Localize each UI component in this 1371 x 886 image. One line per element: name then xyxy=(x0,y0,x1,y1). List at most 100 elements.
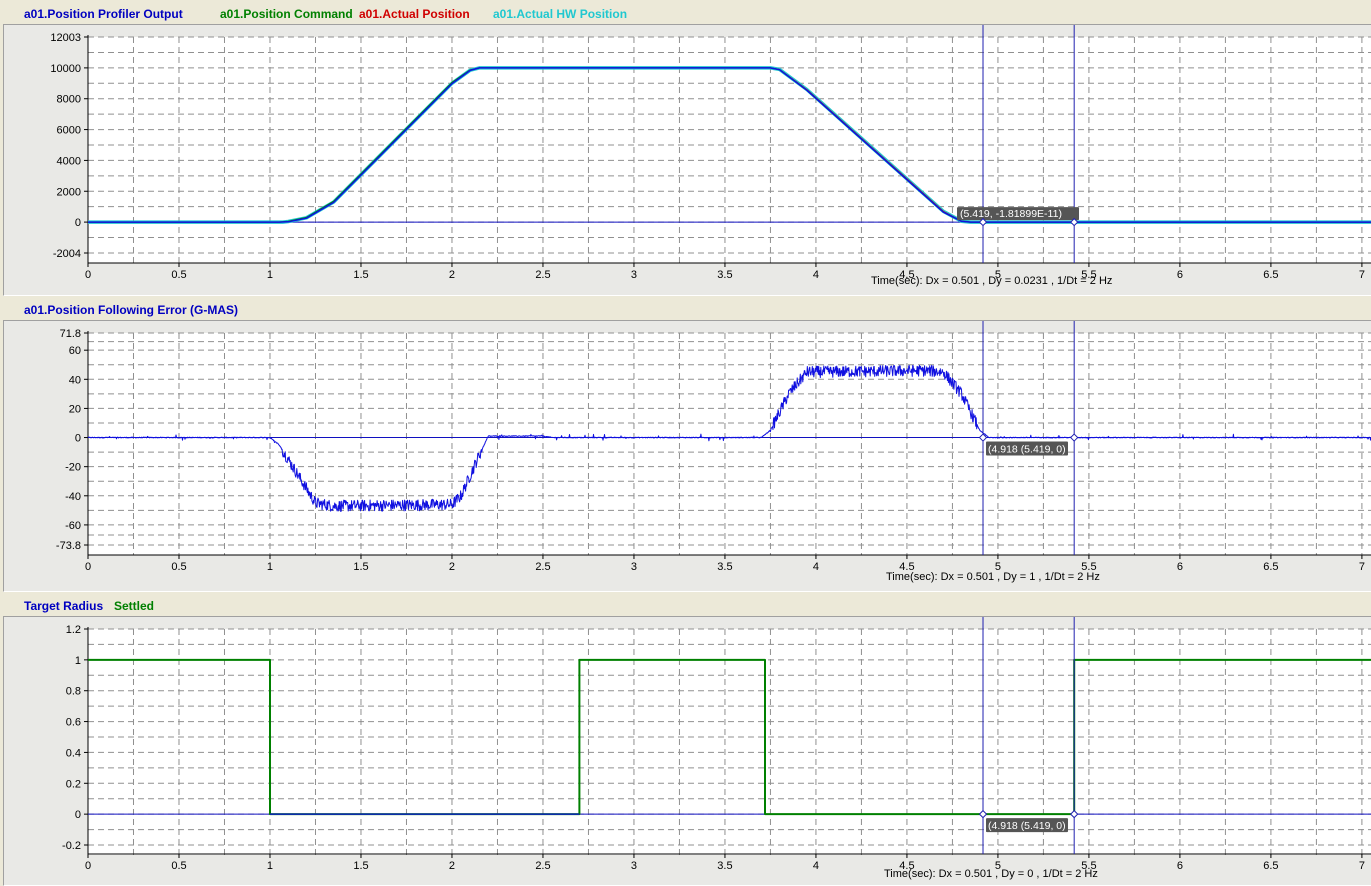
x-tick-label: 6 xyxy=(1177,561,1183,573)
x-tick-label: 1.5 xyxy=(353,269,368,281)
cursor-marker xyxy=(1069,433,1079,442)
y-tick-label: 40 xyxy=(69,374,81,386)
plot-area xyxy=(88,333,1371,555)
cursor-label: (4.918 (5.419, 0) xyxy=(988,444,1066,456)
legend-item-actual-hw-position[interactable]: a01.Actual HW Position xyxy=(493,7,628,21)
x-tick-label: 0.5 xyxy=(171,269,186,281)
x-tick-label: 0.5 xyxy=(171,561,186,573)
legend-item-actual-position[interactable]: a01.Actual Position xyxy=(359,7,470,21)
x-tick-label: 5 xyxy=(995,561,1001,573)
x-tick-label: 0 xyxy=(85,269,91,281)
x-tick-label: 6.5 xyxy=(1263,561,1278,573)
x-tick-label: 5 xyxy=(995,860,1001,872)
chart-svg-settled[interactable]: 1.2 1 0.8 0.6 0.4 0.2 0 -0.2 0 0.5 1 1.5 2 2.5 3 3.5 4 4.… xyxy=(4,617,1371,885)
legend-item-profiler-output[interactable]: a01.Position Profiler Output xyxy=(24,7,183,21)
legend-item-position-command[interactable]: a01.Position Command xyxy=(220,7,353,21)
cursor-label-box xyxy=(957,207,1080,221)
y-tick-label: -2004 xyxy=(53,248,81,260)
delta-readout: Time(sec): Dx = 0.501 , Dy = 1 , 1/Dt = … xyxy=(886,571,1100,583)
x-tick-label: 5 xyxy=(995,269,1001,281)
plot-area xyxy=(88,37,1371,263)
y-tick-label: 20 xyxy=(69,403,81,415)
series-line xyxy=(88,67,1371,223)
y-tick-label: -0.2 xyxy=(62,840,81,852)
series-line xyxy=(87,364,1371,512)
x-tick-label: 4 xyxy=(813,269,819,281)
y-tick-label: -60 xyxy=(65,520,81,532)
y-tick-label: 1 xyxy=(75,655,81,667)
cursor-marker xyxy=(1069,809,1079,819)
x-tick-label: 3 xyxy=(631,269,637,281)
chart-svg-position[interactable]: 12003 10000 8000 6000 4000 2000 0 -2004 0 0.5 1 1.5… xyxy=(4,25,1371,295)
cursor-label: (5.419, -1.81899E-11) xyxy=(960,208,1062,220)
y-tick-label: 6000 xyxy=(57,125,81,137)
y-tick-label: 60 xyxy=(69,345,81,357)
x-tick-label: 1.5 xyxy=(353,860,368,872)
y-tick-label: 2000 xyxy=(57,186,81,198)
cursor-label: (4.918 (5.419, 0) xyxy=(988,820,1066,832)
cursor-marker xyxy=(978,809,988,819)
x-tick-label: 1 xyxy=(267,561,273,573)
x-tick-label: 1 xyxy=(267,269,273,281)
y-tick-label: 0 xyxy=(75,433,81,445)
cursor-marker xyxy=(1069,217,1079,227)
x-tick-label: 7 xyxy=(1359,860,1365,872)
x-tick-label: 1.5 xyxy=(353,561,368,573)
x-tick-label: 4.5 xyxy=(899,561,914,573)
legend-item-following-error[interactable]: a01.Position Following Error (G-MAS) xyxy=(24,303,239,317)
y-tick-label: -20 xyxy=(65,462,81,474)
x-tick-label: 3 xyxy=(631,561,637,573)
x-tick-label: 6 xyxy=(1177,860,1183,872)
y-tick-label: 0.2 xyxy=(66,778,81,790)
x-tick-label: 1 xyxy=(267,860,273,872)
chart-svg-following-error[interactable]: 71.8 60 40 20 0 -20 -40 -60 -73.8 0 0.5 1 1.5 2 2.5 3 3.… xyxy=(4,321,1371,591)
x-tick-label: 4 xyxy=(813,561,819,573)
y-tick-label: 4000 xyxy=(57,155,81,167)
chart-panel-position[interactable]: 12003 10000 8000 6000 4000 2000 0 -2004 0 0.5 1 1.5… xyxy=(3,24,1371,296)
legend-item-target-radius[interactable]: Target Radius xyxy=(24,599,104,613)
y-tick-label: 0.4 xyxy=(66,747,81,759)
x-tick-label: 6.5 xyxy=(1263,269,1278,281)
x-tick-label: 5.5 xyxy=(1081,561,1096,573)
x-tick-label: 7 xyxy=(1359,269,1365,281)
x-tick-label: 7 xyxy=(1359,561,1365,573)
delta-readout: Time(sec): Dx = 0.501 , Dy = 0 , 1/Dt = … xyxy=(884,868,1098,880)
x-tick-label: 4.5 xyxy=(899,860,914,872)
cursor-marker xyxy=(978,217,988,227)
x-tick-label: 6 xyxy=(1177,269,1183,281)
y-tick-label: 0.6 xyxy=(66,717,81,729)
y-tick-label: 0.8 xyxy=(66,686,81,698)
y-tick-label: 0 xyxy=(75,809,81,821)
x-tick-label: 2.5 xyxy=(535,860,550,872)
cursor-label-box xyxy=(986,441,1069,456)
x-tick-label: 0 xyxy=(85,561,91,573)
x-tick-label: 5.5 xyxy=(1081,860,1096,872)
x-tick-label: 2 xyxy=(449,860,455,872)
x-tick-label: 3.5 xyxy=(717,561,732,573)
x-tick-label: 2.5 xyxy=(535,269,550,281)
y-tick-label: 10000 xyxy=(50,63,81,75)
plot-area xyxy=(88,629,1371,855)
x-tick-label: 0 xyxy=(85,860,91,872)
x-tick-label: 2.5 xyxy=(535,561,550,573)
x-tick-label: 3 xyxy=(631,860,637,872)
x-tick-label: 2 xyxy=(449,561,455,573)
y-tick-label: 71.8 xyxy=(60,328,81,340)
x-tick-label: 0.5 xyxy=(171,860,186,872)
y-tick-label: 0 xyxy=(75,217,81,229)
chart-panel-settled[interactable]: 1.2 1 0.8 0.6 0.4 0.2 0 -0.2 0 0.5 1 1.5 2 2.5 3 3.5 4 4.… xyxy=(3,616,1371,886)
x-tick-label: 2 xyxy=(449,269,455,281)
y-tick-label: 1.2 xyxy=(66,624,81,636)
delta-readout: Time(sec): Dx = 0.501 , Dy = 0.0231 , 1/… xyxy=(871,275,1113,287)
x-tick-label: 5.5 xyxy=(1081,269,1096,281)
legend-item-settled[interactable]: Settled xyxy=(114,599,155,613)
y-tick-label: -73.8 xyxy=(56,540,81,552)
x-tick-label: 4.5 xyxy=(899,269,914,281)
cursor-marker xyxy=(978,433,988,442)
y-tick-label: -40 xyxy=(65,491,81,503)
chart-panel-following-error[interactable]: 71.8 60 40 20 0 -20 -40 -60 -73.8 0 0.5 1 1.5 2 2.5 3 3.… xyxy=(3,320,1371,592)
x-tick-label: 3.5 xyxy=(717,860,732,872)
x-tick-label: 3.5 xyxy=(717,269,732,281)
cursor-label-box xyxy=(986,818,1069,833)
y-tick-label: 12003 xyxy=(50,32,81,44)
